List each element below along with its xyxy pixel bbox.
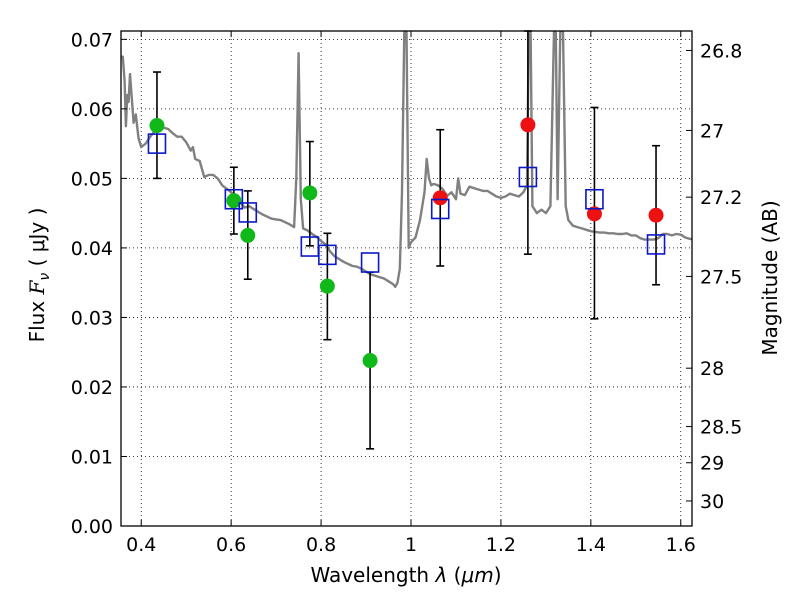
- x-tick-label: 1.2: [486, 534, 516, 556]
- magnitude-tick-label: 27: [700, 120, 724, 142]
- y-axis-label: Flux Fν ( μJy ): [25, 208, 53, 343]
- data-point: [319, 278, 335, 294]
- tick-labels: 0.4 0.6 0.8 1 1.2 1.4 1.6 0.00 0.01 0.02 0.03 0.04 0…: [71, 29, 743, 556]
- data-point: [432, 190, 448, 206]
- data-point: [149, 118, 165, 134]
- data-point: [240, 227, 256, 243]
- data-point: [586, 206, 602, 222]
- data-point: [362, 353, 378, 369]
- magnitude-tick-label: 28.5: [700, 417, 742, 439]
- model-square: [318, 244, 337, 266]
- spectrum-layer: [121, 31, 692, 288]
- data-point: [648, 207, 664, 223]
- y-tick-label: 0.04: [71, 238, 113, 260]
- model-square: [585, 188, 604, 210]
- y-tick-label: 0.03: [71, 307, 113, 329]
- x-tick-label: 0.4: [126, 534, 156, 556]
- points-layer: [147, 117, 666, 369]
- model-square: [360, 252, 380, 273]
- y-tick-label: 0.00: [71, 516, 113, 538]
- y2-axis-label: Magnitude (AB): [758, 200, 782, 355]
- y-tick-label: 0.06: [71, 99, 113, 121]
- model-square: [518, 166, 538, 188]
- plot-frame: [120, 30, 693, 527]
- model-square: [224, 188, 244, 210]
- magnitude-tick-label: 26.8: [700, 40, 742, 62]
- spectrum-line: [121, 31, 692, 288]
- data-point: [520, 117, 536, 133]
- x-tick-label: 1: [405, 534, 417, 556]
- x-tick-label: 0.8: [306, 534, 336, 556]
- x-axis-label: Wavelength λ (μm): [310, 563, 501, 587]
- y-tick-label: 0.02: [71, 377, 113, 399]
- y-tick-label: 0.01: [71, 446, 113, 468]
- x-tick-label: 1.4: [576, 534, 606, 556]
- y-tick-label: 0.07: [71, 29, 113, 51]
- model-square: [430, 198, 450, 220]
- magnitude-tick-label: 29: [700, 453, 724, 475]
- y-tick-label: 0.05: [71, 168, 113, 190]
- magnitude-tick-label: 30: [700, 491, 724, 513]
- data-point: [302, 185, 318, 201]
- model-square: [238, 202, 258, 223]
- errorbar-layer: [152, 30, 661, 450]
- model-square: [147, 133, 167, 154]
- x-tick-label: 1.6: [666, 534, 696, 556]
- magnitude-tick-label: 27.5: [700, 266, 742, 288]
- magnitude-tick-label: 27.2: [700, 187, 742, 209]
- ticks: [121, 31, 692, 527]
- grid: [121, 31, 692, 527]
- x-tick-label: 0.6: [216, 534, 246, 556]
- model-square: [646, 234, 666, 255]
- magnitude-tick-label: 28: [700, 358, 724, 380]
- data-point: [226, 193, 242, 209]
